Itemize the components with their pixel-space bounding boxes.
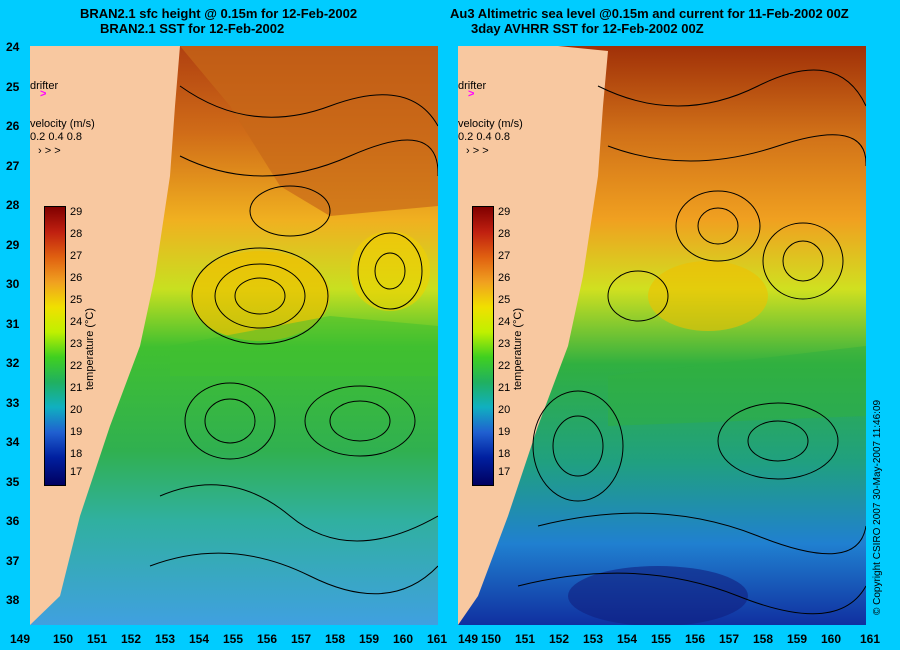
lon-tick: 152 [549,632,570,646]
temperature-colorbar-right [472,206,494,486]
colorbar-tick: 24 [70,316,83,328]
lat-tick: 29 [6,238,20,252]
copyright-text: © Copyright CSIRO 2007 30-May-2007 11:46… [872,399,883,615]
lon-tick: 161 [427,632,448,646]
colorbar-tick: 18 [498,448,511,460]
drifter-label-left: drifter [30,80,59,92]
lon-tick: 159 [787,632,808,646]
colorbar-tick: 19 [70,426,83,438]
velocity-values-right: 0.2 0.4 0.8 [458,131,510,143]
right-title-line2: 3day AVHRR SST for 12-Feb-2002 00Z [471,21,704,36]
colorbar-tick: 28 [70,228,83,240]
velocity-label-left: velocity (m/s) [30,118,95,130]
lat-tick: 31 [6,317,20,331]
lat-tick: 27 [6,159,20,173]
colorbar-tick: 28 [498,228,511,240]
colorbar-tick: 25 [498,294,511,306]
lon-tick: 155 [223,632,244,646]
bran-map-graphic [30,46,438,625]
lat-tick: 37 [6,554,20,568]
colorbar-label-left: temperature (°C) [84,307,96,390]
lat-tick: 32 [6,356,20,370]
lon-tick: 149 [458,632,479,646]
colorbar-tick: 17 [498,466,511,478]
lon-tick: 159 [359,632,380,646]
velocity-arrows-left: › > > [38,145,61,157]
lat-tick: 28 [6,198,20,212]
lon-tick: 154 [617,632,638,646]
colorbar-tick: 27 [498,250,511,262]
colorbar-tick: 24 [498,316,511,328]
lat-tick: 26 [6,119,20,133]
colorbar-tick: 26 [70,272,83,284]
lon-tick: 156 [257,632,278,646]
lon-tick: 154 [189,632,210,646]
lon-tick: 152 [121,632,142,646]
lat-tick: 38 [6,593,20,607]
lon-tick: 153 [155,632,176,646]
colorbar-tick: 20 [70,404,83,416]
colorbar-tick: 23 [70,338,83,350]
lon-tick: 150 [481,632,502,646]
lon-tick: 149 [10,632,31,646]
avhrr-sst-map [458,46,866,625]
colorbar-tick: 26 [498,272,511,284]
lon-tick: 161 [860,632,881,646]
lon-tick: 157 [291,632,312,646]
velocity-arrows-right: › > > [466,145,489,157]
drifter-marker-left: > [40,88,47,100]
left-title-line2: BRAN2.1 SST for 12-Feb-2002 [100,21,285,36]
colorbar-tick: 19 [498,426,511,438]
velocity-values-left: 0.2 0.4 0.8 [30,131,82,143]
bran-sst-map [30,46,438,625]
lat-tick: 25 [6,80,20,94]
lat-tick: 34 [6,435,20,449]
colorbar-tick: 29 [70,206,83,218]
lat-tick: 30 [6,277,20,291]
colorbar-tick: 22 [70,360,83,372]
colorbar-tick: 18 [70,448,83,460]
lon-tick: 160 [821,632,842,646]
lon-tick: 151 [87,632,108,646]
right-title-line1: Au3 Altimetric sea level @0.15m and curr… [450,6,849,21]
colorbar-tick: 21 [498,382,511,394]
temperature-colorbar-left [44,206,66,486]
colorbar-tick: 20 [498,404,511,416]
colorbar-tick: 21 [70,382,83,394]
lon-tick: 160 [393,632,414,646]
lon-tick: 156 [685,632,706,646]
lon-tick: 153 [583,632,604,646]
colorbar-label-right: temperature (°C) [512,307,524,390]
lon-tick: 155 [651,632,672,646]
lat-tick: 24 [6,40,20,54]
colorbar-tick: 29 [498,206,511,218]
lat-tick: 35 [6,475,20,489]
colorbar-tick: 23 [498,338,511,350]
lon-tick: 150 [53,632,74,646]
lon-tick: 158 [753,632,774,646]
drifter-marker-right: > [468,88,475,100]
left-title-line1: BRAN2.1 sfc height @ 0.15m for 12-Feb-20… [80,6,358,21]
velocity-label-right: velocity (m/s) [458,118,523,130]
colorbar-tick: 25 [70,294,83,306]
lat-tick: 36 [6,514,20,528]
colorbar-tick: 22 [498,360,511,372]
avhrr-map-graphic [458,46,866,625]
drifter-label-right: drifter [458,80,487,92]
lon-tick: 158 [325,632,346,646]
colorbar-tick: 17 [70,466,83,478]
colorbar-tick: 27 [70,250,83,262]
lon-tick: 151 [515,632,536,646]
lat-tick: 33 [6,396,20,410]
lon-tick: 157 [719,632,740,646]
